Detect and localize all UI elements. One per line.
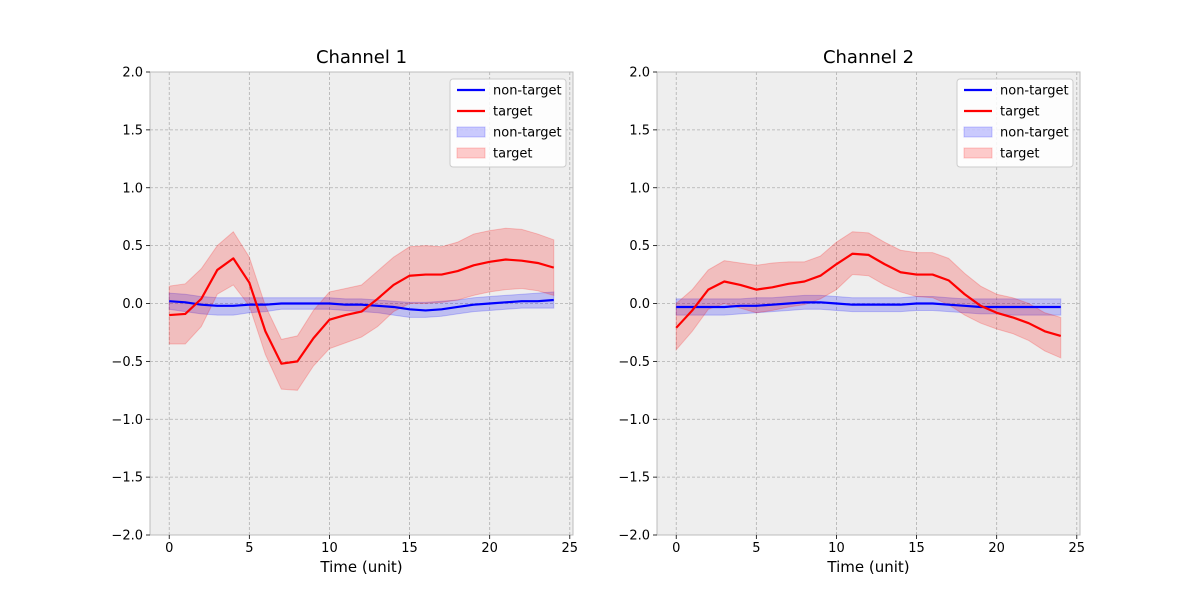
legend: non-target target non-target target: [449, 78, 567, 168]
y-tick-label: −2.0: [111, 529, 143, 544]
y-tick-label: 0.0: [629, 297, 650, 312]
y-tick-label: −1.0: [618, 413, 650, 428]
legend-label: target: [1000, 105, 1040, 120]
y-tick-label: −1.5: [618, 471, 650, 486]
x-tick-label: 10: [828, 541, 845, 556]
y-tick-label: 2.0: [629, 66, 650, 81]
legend-label: target: [1000, 147, 1040, 162]
y-tick-label: 1.5: [122, 123, 143, 138]
subplot-1: 0 5 10 15 20 25 −2.0 −1.5 −1.0 −0.5 0.0 0.5 1.0 1.5 2.…: [111, 47, 578, 576]
x-tick-label: 5: [245, 541, 253, 556]
y-tick-label: −1.5: [111, 471, 143, 486]
subplot-2: 0 5 10 15 20 25 −2.0 −1.5 −1.0 −0.5 0.0 0.5 1.0 1.5 2.…: [618, 47, 1085, 576]
band-target: [675, 231, 1062, 359]
legend-box: [956, 78, 1074, 168]
line-non-target: [676, 301, 1061, 309]
x-tick-label: 20: [988, 541, 1005, 556]
line-target: [675, 252, 1062, 337]
legend-band-swatch: [456, 126, 486, 138]
y-tick-label: 1.0: [122, 181, 143, 196]
y-tick-label: 0.5: [629, 239, 650, 254]
y-tick-label: −2.0: [618, 529, 650, 544]
x-tick-label: 0: [672, 541, 680, 556]
y-tick-label: −1.0: [111, 413, 143, 428]
x-tick-label: 20: [481, 541, 498, 556]
y-tick-label: 1.0: [629, 181, 650, 196]
line-non-target: [169, 298, 554, 312]
y-tick-label: 0.5: [122, 239, 143, 254]
x-tick-label: 15: [401, 541, 418, 556]
legend-label: target: [493, 147, 533, 162]
x-tick-label: 25: [1069, 541, 1086, 556]
y-tick-label: 0.0: [122, 297, 143, 312]
x-axis-label: Time (unit): [826, 558, 909, 576]
legend-band-swatch: [456, 147, 486, 159]
band-target: [168, 227, 555, 391]
line-target: [169, 257, 555, 365]
legend-label: target: [493, 105, 533, 120]
x-tick-label: 10: [321, 541, 338, 556]
x-axis-label: Time (unit): [319, 558, 402, 576]
x-tick-label: 25: [562, 541, 579, 556]
y-tick-label: −0.5: [111, 355, 143, 370]
legend: non-target target non-target target: [956, 78, 1074, 168]
legend-label: non-target: [493, 126, 562, 141]
x-tick-label: 5: [752, 541, 760, 556]
legend-label: non-target: [1000, 126, 1069, 141]
y-tick-label: −0.5: [618, 355, 650, 370]
legend-band-swatch: [963, 147, 993, 159]
x-tick-label: 15: [908, 541, 925, 556]
chart-title: Channel 2: [823, 47, 914, 68]
legend-label: non-target: [493, 84, 562, 99]
legend-band-swatch: [963, 126, 993, 138]
x-tick-label: 0: [165, 541, 173, 556]
y-tick-label: 1.5: [629, 123, 650, 138]
y-tick-label: 2.0: [122, 66, 143, 81]
legend-label: non-target: [1000, 84, 1069, 99]
chart-title: Channel 1: [316, 47, 407, 68]
legend-box: [449, 78, 567, 168]
